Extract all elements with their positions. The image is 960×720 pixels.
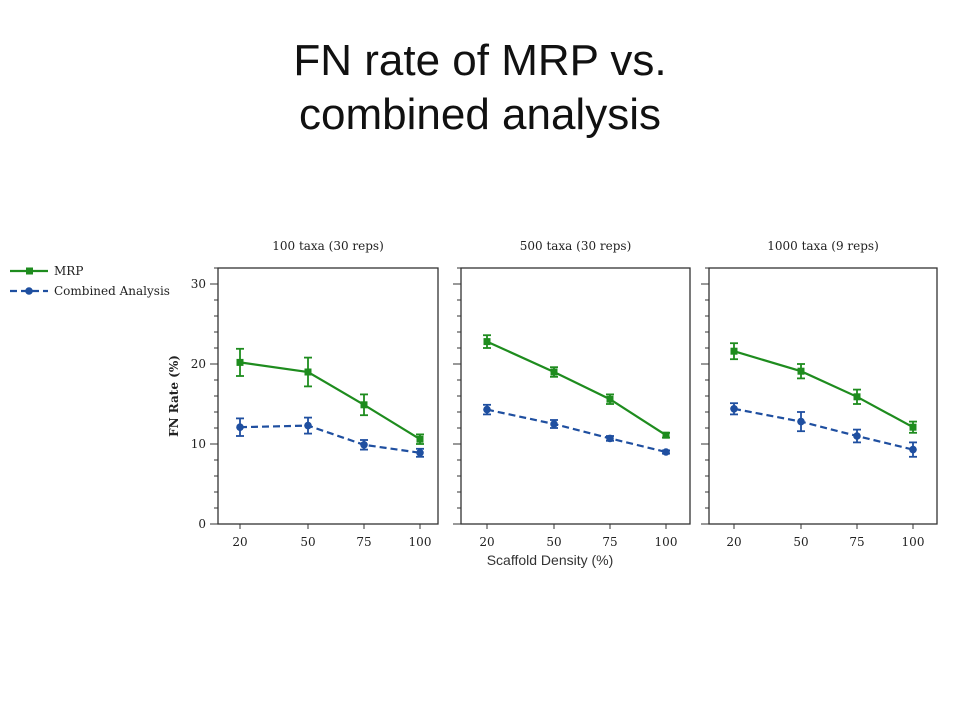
legend-marker-combined-analysis	[25, 287, 33, 295]
series-line-combined-analysis	[239, 424, 421, 454]
data-point-mrp	[730, 347, 738, 355]
panel-title-2: 500 taxa (30 reps)	[520, 239, 632, 253]
data-point-combined-analysis	[662, 448, 670, 456]
y-tick-label: 30	[191, 277, 206, 291]
x-tick-label: 20	[232, 535, 247, 549]
data-point-combined-analysis	[304, 421, 312, 430]
panel-title-1: 100 taxa (30 reps)	[272, 239, 384, 253]
panel-title-3: 1000 taxa (9 reps)	[767, 239, 879, 253]
slide-title: FN rate of MRP vs. combined analysis	[0, 34, 960, 142]
data-point-mrp	[909, 423, 917, 431]
slide-title-line-1: FN rate of MRP vs.	[293, 36, 667, 85]
x-axis-label: Scaffold Density (%)	[486, 552, 614, 568]
data-point-mrp	[360, 401, 368, 409]
data-point-combined-analysis	[606, 434, 614, 443]
x-tick-label: 50	[546, 535, 561, 549]
series-line-combined-analysis	[733, 407, 914, 451]
series-line-mrp	[733, 350, 914, 429]
x-tick-label: 75	[849, 535, 864, 549]
x-tick-label: 50	[300, 535, 315, 549]
legend-marker-mrp	[26, 267, 33, 275]
series-line-mrp	[486, 340, 667, 437]
data-point-mrp	[304, 368, 312, 376]
legend-label: Combined Analysis	[54, 284, 170, 298]
x-tick-label: 75	[602, 535, 617, 549]
x-tick-label: 20	[726, 535, 741, 549]
data-point-combined-analysis	[550, 420, 558, 428]
data-point-mrp	[797, 367, 805, 375]
x-tick-label: 100	[409, 535, 432, 549]
data-point-combined-analysis	[360, 441, 368, 449]
data-point-combined-analysis	[853, 432, 861, 440]
data-point-mrp	[606, 395, 614, 403]
y-tick-label: 10	[191, 437, 206, 451]
panel-frame-3	[708, 267, 938, 525]
data-point-combined-analysis	[416, 449, 424, 457]
data-point-combined-analysis	[236, 423, 244, 432]
y-axis-label: FN Rate (%)	[167, 355, 181, 437]
y-tick-label: 0	[198, 517, 206, 531]
series-line-mrp	[239, 361, 421, 441]
panel-frame-2	[460, 267, 691, 525]
x-tick-label: 100	[655, 535, 678, 549]
x-tick-label: 100	[902, 535, 925, 549]
data-point-mrp	[416, 435, 424, 443]
data-point-mrp	[662, 431, 670, 439]
y-tick-label: 20	[191, 357, 206, 371]
x-tick-label: 20	[479, 535, 494, 549]
data-point-combined-analysis	[483, 405, 491, 414]
panel-frame-1	[217, 267, 439, 525]
data-point-mrp	[236, 358, 244, 366]
legend-label: MRP	[54, 264, 83, 278]
x-tick-label: 50	[793, 535, 808, 549]
x-tick-label: 75	[356, 535, 371, 549]
slide-title-line-2: combined analysis	[299, 90, 661, 139]
series-line-combined-analysis	[486, 408, 667, 454]
data-point-combined-analysis	[730, 405, 738, 413]
data-point-combined-analysis	[909, 445, 917, 454]
data-point-mrp	[483, 338, 491, 346]
data-point-mrp	[853, 393, 861, 401]
data-point-mrp	[550, 368, 558, 376]
data-point-combined-analysis	[797, 417, 805, 426]
